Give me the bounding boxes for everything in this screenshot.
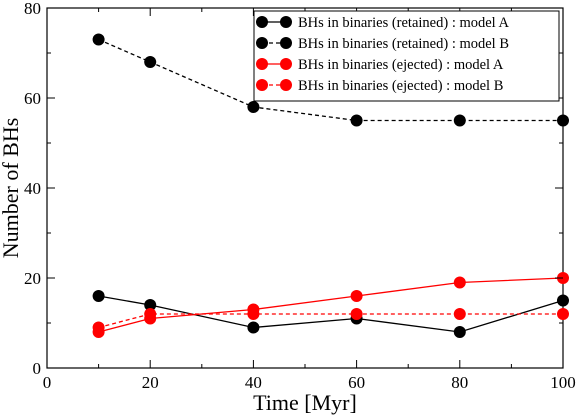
- series-2: [92, 33, 569, 127]
- data-point: [144, 56, 157, 68]
- legend-marker: [280, 16, 292, 28]
- legend-entry: BHs in binaries (ejected) : model B: [256, 78, 503, 94]
- series-line: [98, 38, 563, 122]
- y-tick-label: 20: [24, 269, 41, 288]
- series-1: [92, 290, 569, 338]
- series-line: [98, 295, 564, 333]
- legend-marker: [256, 37, 268, 49]
- data-point: [247, 321, 260, 334]
- data-point: [557, 294, 569, 307]
- series-line: [98, 277, 564, 333]
- series-layer: [92, 33, 569, 338]
- legend: BHs in binaries (retained) : model A BHs …: [253, 10, 560, 102]
- data-point: [453, 308, 466, 320]
- data-point: [350, 114, 363, 127]
- y-axis-label: Number of BHs: [0, 118, 23, 259]
- ticks-layer: 0 20 40 60 80 100 0 20 40 60 80: [24, 0, 576, 392]
- legend-box: [253, 10, 560, 102]
- data-point: [350, 308, 363, 320]
- series-3: [92, 272, 569, 338]
- data-point: [92, 321, 105, 334]
- legend-marker: [280, 79, 292, 91]
- x-tick-label: 100: [550, 373, 576, 392]
- data-point: [144, 308, 157, 320]
- y-tick-label: 60: [24, 89, 41, 108]
- legend-marker: [256, 79, 268, 91]
- x-axis-label: Time [Myr]: [253, 390, 357, 415]
- legend-label: BHs in binaries (ejected) : model B: [298, 78, 503, 94]
- data-point: [247, 308, 260, 320]
- data-point: [453, 326, 466, 338]
- data-point: [92, 290, 105, 302]
- x-tick-label: 0: [43, 373, 52, 392]
- series-4: [92, 308, 569, 334]
- data-point: [453, 114, 466, 127]
- data-point: [453, 276, 466, 289]
- data-point: [557, 308, 569, 320]
- data-point: [144, 299, 157, 311]
- series-line: [98, 313, 563, 329]
- legend-label: BHs in binaries (retained) : model B: [298, 36, 509, 52]
- x-tick-label: 60: [348, 373, 365, 392]
- legend-marker: [280, 37, 292, 49]
- y-tick-label: 80: [24, 0, 41, 18]
- x-tick-label: 40: [245, 373, 262, 392]
- x-tick-label: 80: [451, 373, 468, 392]
- legend-entry: BHs in binaries (retained) : model A: [256, 15, 510, 31]
- data-point: [350, 290, 363, 302]
- legend-marker: [280, 58, 292, 70]
- data-point: [92, 33, 105, 46]
- y-tick-label: 40: [24, 179, 41, 198]
- x-tick-label: 20: [142, 373, 159, 392]
- legend-label: BHs in binaries (retained) : model A: [298, 15, 510, 31]
- legend-entry: BHs in binaries (ejected) : model A: [256, 57, 504, 73]
- legend-marker: [256, 16, 268, 28]
- legend-marker: [256, 58, 268, 70]
- y-tick-label: 0: [33, 359, 42, 378]
- data-point: [557, 114, 569, 127]
- legend-entry: BHs in binaries (retained) : model B: [256, 36, 509, 52]
- data-point: [247, 101, 260, 113]
- legend-label: BHs in binaries (ejected) : model A: [298, 57, 504, 73]
